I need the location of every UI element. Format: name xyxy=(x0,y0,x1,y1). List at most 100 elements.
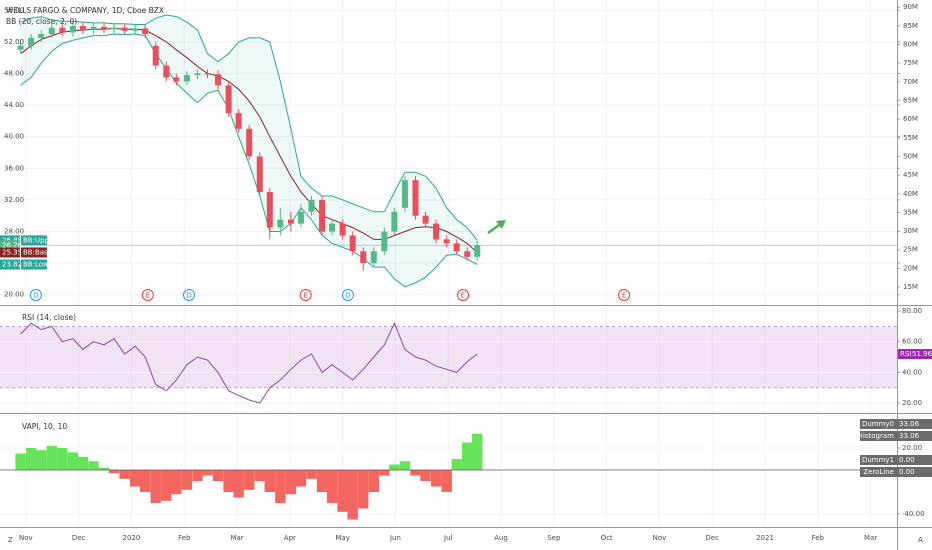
event-marker xyxy=(183,289,196,301)
y2-tick-label: 20M xyxy=(903,264,918,272)
event-label: E xyxy=(461,292,465,300)
x-tick-label: 2020 xyxy=(123,534,141,542)
x-tick-label: Mar xyxy=(230,534,243,542)
y-tick-label: 32.00 xyxy=(4,196,24,204)
histogram-bar xyxy=(275,470,286,504)
histogram-bar xyxy=(223,470,234,493)
event-label: E xyxy=(146,292,150,300)
candle-body xyxy=(453,243,460,252)
band-line xyxy=(20,33,478,288)
rsi-line xyxy=(20,322,478,404)
histogram-bar xyxy=(410,470,421,476)
y2-tick-label: 55M xyxy=(903,134,918,142)
histogram-bar xyxy=(35,450,47,471)
histogram-bar xyxy=(150,470,161,504)
histogram-bar xyxy=(441,470,452,493)
x-tick-label: 2021 xyxy=(756,534,774,542)
candle-body xyxy=(329,223,336,232)
indicator-title: BB (20, close, 2, 0) xyxy=(6,17,77,26)
candle-body xyxy=(401,180,408,208)
candle-body xyxy=(443,239,450,244)
event-label: E xyxy=(303,292,307,300)
price-tag-name: BB:Upper xyxy=(23,236,56,244)
histogram-bar xyxy=(243,470,255,490)
histogram-bar xyxy=(430,470,442,487)
band-line xyxy=(20,14,478,241)
x-tick-label: Oct xyxy=(601,534,613,542)
y-tick-label: 20.00 xyxy=(902,399,922,407)
candle-body xyxy=(422,215,429,224)
candle-body xyxy=(204,73,211,75)
vapi-title: VAPI, 10, 10 xyxy=(22,422,67,431)
histogram-bar xyxy=(451,459,462,471)
event-marker xyxy=(299,289,312,301)
histogram-bar xyxy=(15,453,26,471)
x-tick-label: Jun xyxy=(389,534,401,542)
candle-body xyxy=(121,27,128,31)
event-marker xyxy=(618,289,631,301)
price-tag-name-box xyxy=(21,259,47,270)
histogram-bar xyxy=(368,470,379,493)
x-tick-label: Mar xyxy=(864,534,877,542)
event-marker xyxy=(341,289,354,301)
histogram-bar xyxy=(347,470,358,520)
y2-tick-label: 15M xyxy=(903,283,918,291)
candle-body xyxy=(297,211,304,224)
rsi-tag xyxy=(898,349,932,360)
footer-left[interactable]: Z xyxy=(8,536,13,544)
y2-tick-label: 40M xyxy=(903,190,918,198)
y2-tick-label: 45M xyxy=(903,171,918,179)
candle-body xyxy=(152,45,159,66)
histogram-bar xyxy=(379,470,390,476)
histogram-bar xyxy=(337,470,348,512)
x-tick-label: Aug xyxy=(494,534,508,542)
candle-body xyxy=(17,45,24,50)
histogram-bar xyxy=(139,470,151,493)
candle-body xyxy=(287,219,294,224)
candle-body xyxy=(163,65,170,78)
y2-tick-label: 70M xyxy=(903,78,918,86)
histogram-bar xyxy=(46,445,57,471)
candle-body xyxy=(142,28,149,34)
histogram-bar xyxy=(77,456,89,471)
histogram-bar xyxy=(25,447,37,471)
candle-body xyxy=(79,26,86,31)
value-tag xyxy=(860,419,932,429)
candle-body xyxy=(277,219,284,228)
value-tag-value: 33.06 xyxy=(899,432,920,440)
histogram-bar xyxy=(88,461,99,471)
histogram-bar xyxy=(420,470,431,482)
candle-body xyxy=(28,37,35,46)
event-marker xyxy=(457,289,470,301)
trend-arrow xyxy=(487,220,506,235)
candle-body xyxy=(111,27,118,30)
event-label: D xyxy=(345,292,350,300)
price-tag xyxy=(0,247,20,258)
candle-body xyxy=(225,85,232,113)
x-tick-label: Sep xyxy=(547,534,561,542)
histogram-bar xyxy=(254,470,265,482)
histogram-bar xyxy=(192,470,203,482)
price-tag xyxy=(0,259,20,270)
y-tick-label: 28.00 xyxy=(4,228,24,236)
histogram-bar xyxy=(326,470,338,504)
rsi-tag-name: RSI xyxy=(900,350,911,358)
y-tick-label: 60.00 xyxy=(902,338,922,346)
y2-tick-label: 50M xyxy=(903,152,918,160)
price-tag-value: 25.35 xyxy=(2,248,22,256)
histogram-bar xyxy=(171,470,182,495)
value-tag xyxy=(860,467,932,477)
price-tag-name: BB:Lower xyxy=(23,261,56,269)
candle-body xyxy=(474,245,481,257)
candle-body xyxy=(349,235,356,252)
y2-tick-label: 80M xyxy=(903,40,918,48)
y-tick-label: 20.00 xyxy=(4,291,24,299)
footer-right[interactable]: A xyxy=(918,536,923,544)
x-tick-label: May xyxy=(335,534,349,542)
x-tick-label: Nov xyxy=(19,534,33,542)
candle-body xyxy=(101,26,108,30)
price-tag-name-box xyxy=(21,247,47,258)
candle-body xyxy=(235,112,242,129)
histogram-bar xyxy=(389,464,400,471)
